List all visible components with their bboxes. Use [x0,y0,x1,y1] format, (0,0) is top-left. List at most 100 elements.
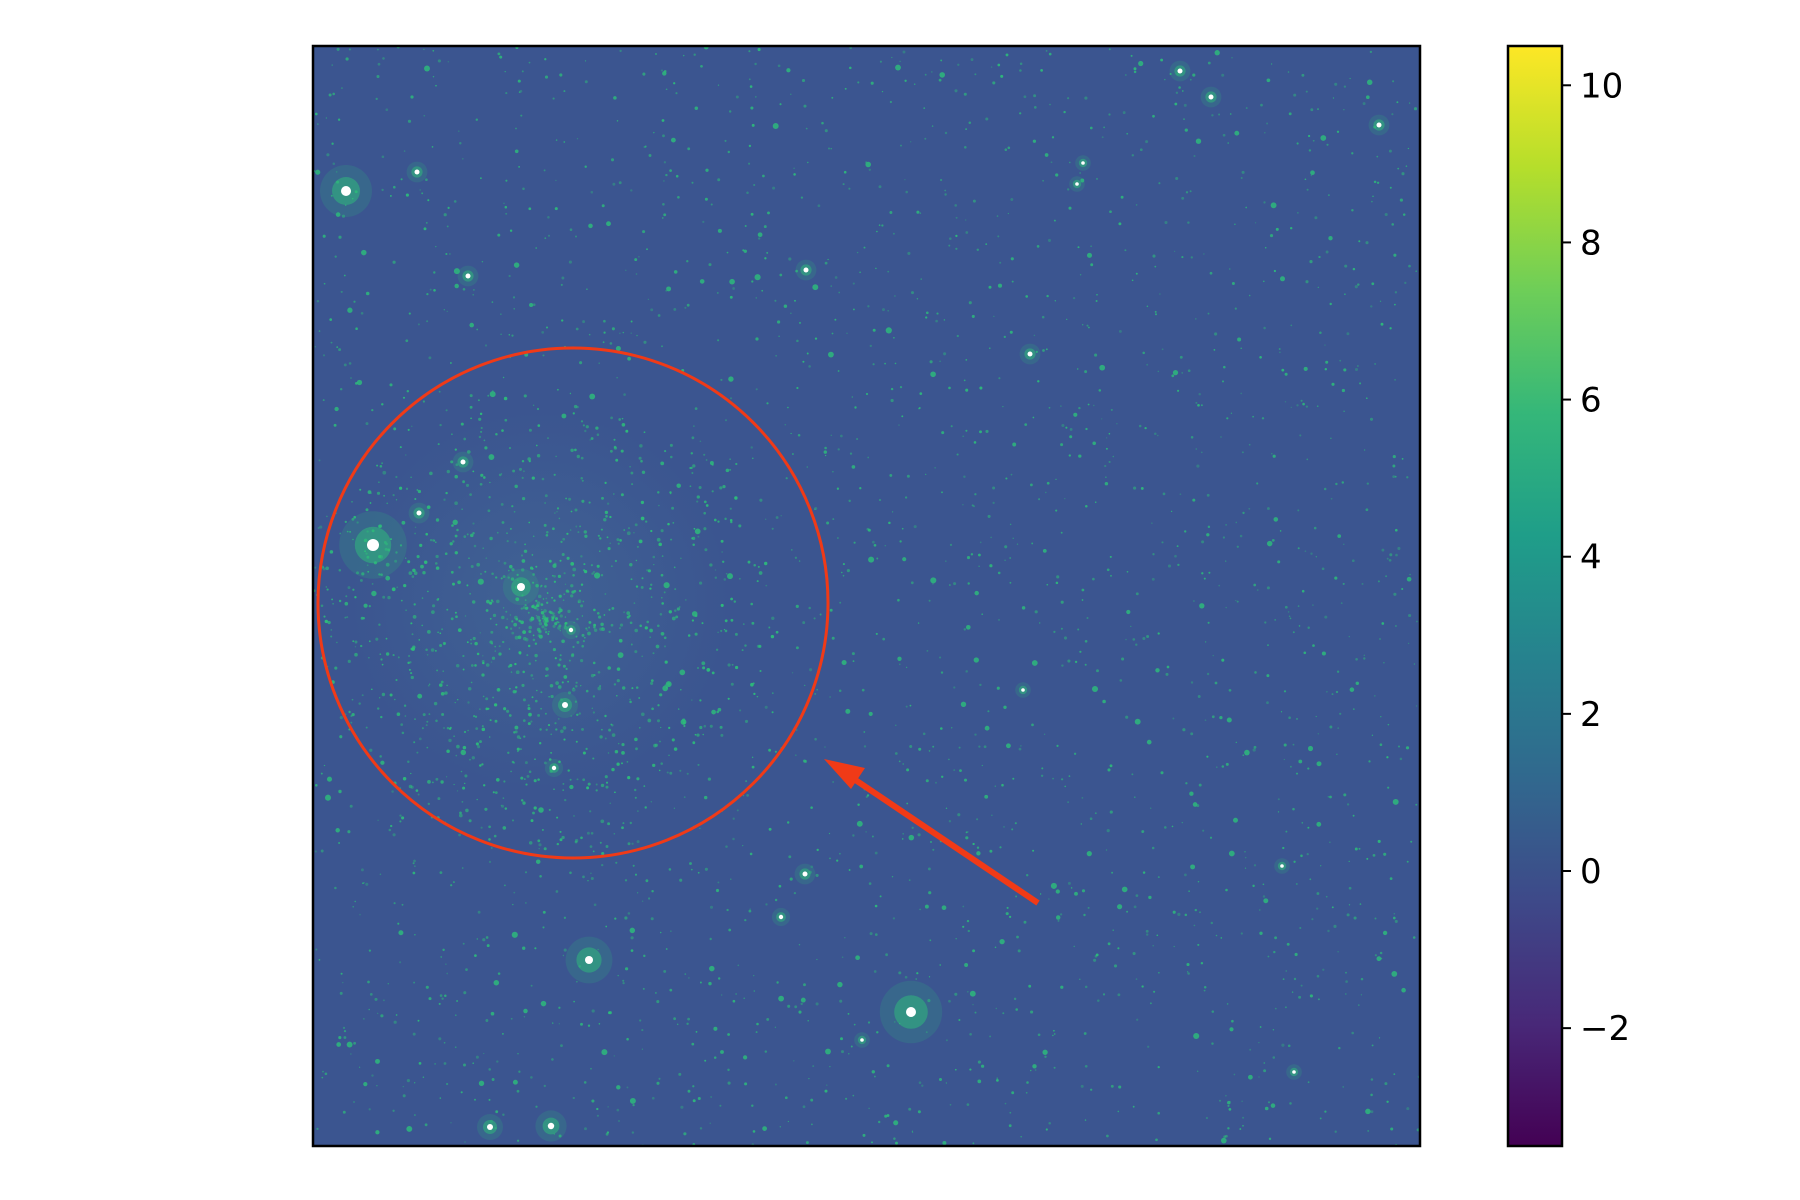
star [819,613,822,616]
star [955,937,957,940]
star [775,630,779,634]
star [827,258,829,261]
star [435,541,437,543]
star [774,1026,777,1028]
star [450,460,454,464]
star [1167,564,1172,568]
star [545,667,549,671]
star [1214,50,1220,56]
star [435,245,437,248]
star [1052,1029,1055,1032]
star [928,599,931,602]
star [966,556,971,560]
star [1117,904,1123,910]
star [521,496,526,501]
star [691,472,694,474]
star [1060,778,1064,781]
star [472,1062,474,1064]
star [336,47,340,51]
star [544,237,547,240]
star [544,502,546,504]
star [1003,705,1007,709]
star [891,876,894,878]
star [489,617,492,620]
star [377,1012,379,1014]
star [1288,615,1291,617]
star [379,653,382,656]
star [328,93,332,97]
star [707,777,712,781]
star [1109,764,1113,768]
star [1151,846,1155,850]
star [759,669,762,673]
star [1339,712,1342,715]
star [524,871,528,874]
star [630,320,633,323]
star [1080,178,1085,183]
star [824,746,826,748]
star [501,804,504,808]
star [1220,436,1222,438]
star [603,614,606,616]
star [440,780,444,784]
star [1397,745,1401,748]
star [689,485,692,488]
star [329,318,333,321]
star [352,588,355,591]
star [671,738,675,742]
star [485,609,489,612]
star [424,1123,428,1127]
star [624,916,628,920]
star [361,572,365,576]
star [1363,449,1366,451]
star [530,819,534,823]
star [907,251,911,255]
star [1048,406,1051,409]
star [977,553,981,557]
star [791,549,793,551]
star [771,711,774,714]
star [798,560,801,562]
star [1145,929,1149,933]
star [1201,572,1204,575]
star [1138,60,1144,67]
star [505,626,508,629]
star [586,629,588,631]
star [748,162,751,165]
star [575,635,578,638]
star [1214,681,1218,685]
star [504,70,506,73]
star [428,997,432,1001]
star [1135,894,1139,897]
star [930,71,933,73]
star [1386,756,1389,759]
star [623,611,626,614]
star [454,448,457,451]
star [810,865,814,869]
star [1235,741,1237,744]
star [542,613,546,617]
star [1053,1066,1056,1069]
star [996,686,1000,690]
star [538,634,543,639]
star [1348,886,1352,890]
star [552,527,555,531]
star [1259,356,1262,359]
star [1242,754,1245,757]
star [650,529,653,533]
star [722,560,725,563]
star [944,193,947,196]
star [998,619,1000,621]
star [963,778,968,782]
star [579,525,581,528]
star [754,62,757,66]
star [1366,79,1373,86]
star [553,575,556,578]
star [1000,74,1004,78]
star [335,828,340,833]
star [542,354,545,357]
star [1307,745,1314,752]
star [1084,1119,1087,1121]
star [713,518,717,522]
star [633,602,636,604]
